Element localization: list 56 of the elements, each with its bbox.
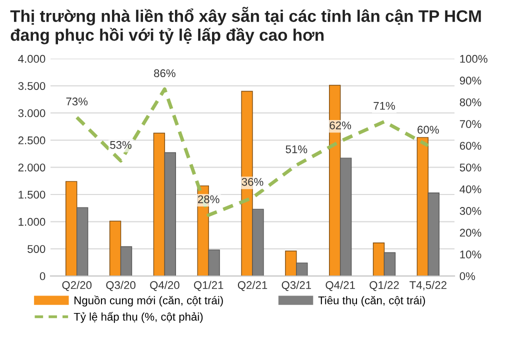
x-tick-label: Q4/21: [326, 280, 355, 292]
y2-tick-label: 80%: [460, 98, 482, 106]
bar: [120, 246, 132, 276]
bar: [296, 262, 308, 276]
y2-tick-label: 90%: [460, 76, 482, 85]
bar: [340, 158, 352, 276]
legend-label: Nguồn cung mới (căn, cột trái): [74, 296, 223, 307]
bar: [153, 132, 166, 276]
chart-title: Thị trường nhà liền thổ xây sẵn tại các tỉnh lân cận TP HCM đang phục hồi với tỷ lệ lấp đầy cao hơn: [10, 6, 481, 44]
bar: [428, 192, 440, 276]
x-tick-label: Q3/20: [106, 280, 136, 292]
data-label: 60%: [418, 126, 439, 134]
y2-tick-label: 20%: [460, 228, 482, 237]
legend-label: Tỷ lệ hấp thụ (%, cột phải): [74, 312, 203, 323]
x-tick-label: T4,5/22: [410, 280, 446, 290]
bar: [164, 152, 176, 276]
y-tick-label: 3.500: [18, 82, 46, 90]
y-tick-label: 3.000: [18, 109, 46, 118]
data-label: 36%: [242, 178, 264, 186]
y2-tick-label: 10%: [460, 250, 482, 258]
y-tick-label: 4.000: [18, 54, 46, 63]
y2-tick-label: 100%: [460, 54, 488, 63]
x-tick-label: Q4/20: [150, 280, 180, 292]
bar: [66, 181, 78, 276]
bar: [208, 250, 220, 276]
y2-tick-label: 40%: [460, 185, 482, 194]
y-tick-label: 1.000: [18, 218, 46, 226]
bar: [384, 252, 396, 276]
x-tick-label: Q1/22: [370, 280, 399, 292]
y-tick-label: 500: [28, 245, 46, 253]
x-tick-label: Q2/21: [238, 280, 268, 292]
y-tick-label: 2.500: [18, 136, 46, 144]
y2-tick-label: 30%: [460, 207, 482, 215]
y2-tick-label: 70%: [460, 120, 482, 128]
data-label: 28%: [198, 195, 220, 204]
data-label: 86%: [154, 69, 176, 78]
legend-label: Tiêu thụ (căn, cột trái): [318, 296, 425, 306]
y2-tick-label: 0%: [460, 272, 476, 280]
bar: [109, 220, 122, 276]
data-label: 53%: [110, 141, 132, 149]
bar: [76, 207, 88, 276]
x-tick-label: Q3/21: [282, 280, 312, 292]
bar: [285, 250, 297, 276]
x-tick-label: Q2/20: [62, 280, 92, 292]
data-label: 51%: [286, 145, 308, 154]
data-label: 71%: [374, 102, 395, 110]
x-tick-label: Q1/21: [194, 280, 224, 292]
y-tick-label: 2.000: [18, 164, 46, 172]
bar: [372, 242, 385, 276]
bar: [252, 208, 264, 276]
y2-tick-label: 60%: [460, 142, 482, 150]
y2-tick-label: 50%: [460, 164, 482, 172]
data-label: 62%: [330, 121, 352, 130]
y-tick-label: 0: [40, 272, 46, 280]
data-label: 73%: [66, 98, 88, 106]
y-tick-label: 1.500: [18, 190, 46, 199]
